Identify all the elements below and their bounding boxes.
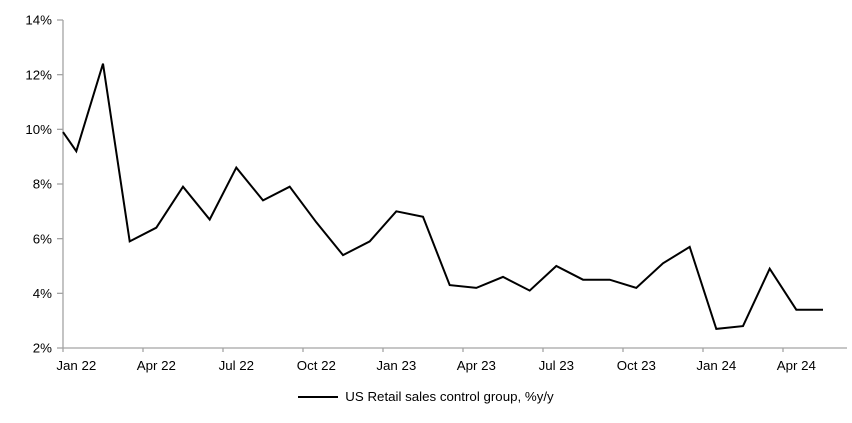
x-axis-tick-label: Jan 24 xyxy=(696,358,736,373)
x-axis-tick-label: Oct 22 xyxy=(297,358,336,373)
x-axis-tick-label: Jan 23 xyxy=(376,358,416,373)
legend-series-label: US Retail sales control group, %y/y xyxy=(345,389,554,404)
x-axis-tick-label: Jan 22 xyxy=(56,358,96,373)
series-line xyxy=(62,63,823,330)
legend: US Retail sales control group, %y/y xyxy=(0,389,852,404)
y-axis-tick-label: 4% xyxy=(33,286,52,301)
y-axis-tick-label: 12% xyxy=(25,67,52,82)
x-axis-tick-label: Apr 23 xyxy=(457,358,496,373)
y-axis-tick-label: 8% xyxy=(33,177,52,192)
x-axis-tick-label: Apr 22 xyxy=(137,358,176,373)
y-axis-tick-label: 10% xyxy=(25,122,52,137)
y-axis-tick-label: 14% xyxy=(25,13,52,28)
y-axis-tick-label: 6% xyxy=(33,231,52,246)
x-axis-tick-label: Jul 23 xyxy=(539,358,574,373)
x-axis-tick-label: Jul 22 xyxy=(219,358,254,373)
plot-area: 2% 4% 6% 8% 10% 12% 14% Jan 22 Apr 22 Jul 22 Oct 2… xyxy=(25,13,847,373)
x-axis-tick-label: Apr 24 xyxy=(777,358,816,373)
y-axis-tick-label: 2% xyxy=(33,341,52,356)
x-axis-tick-label: Oct 23 xyxy=(617,358,656,373)
legend-line-swatch xyxy=(298,395,339,398)
